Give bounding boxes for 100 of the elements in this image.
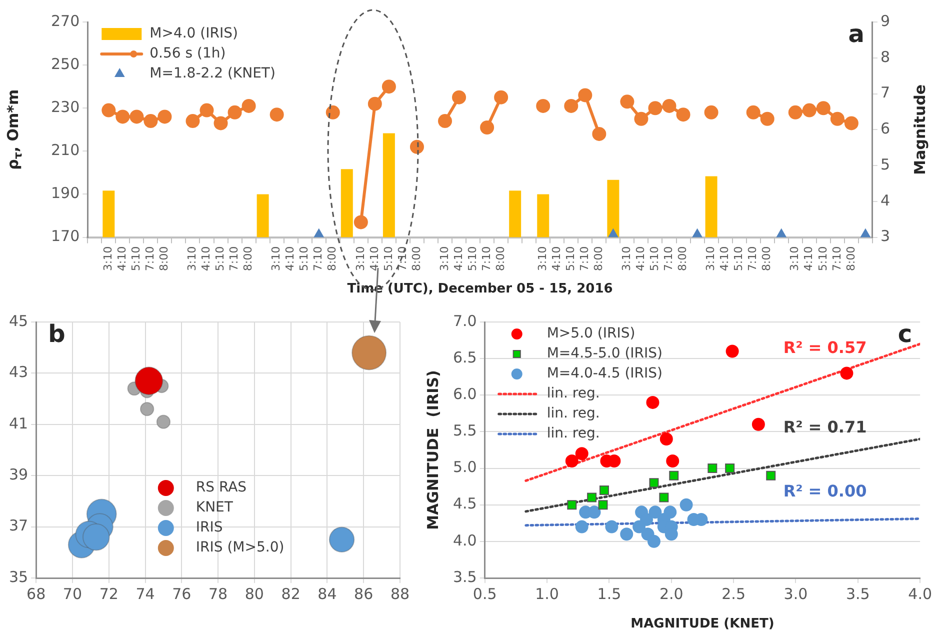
legend-label: M=4.5-5.0 (IRIS) [546,346,662,362]
y2-tick-label: 5 [880,155,890,174]
x-tick-label: 5:10 [648,246,662,271]
y2-tick-label: 8 [880,48,890,66]
x-tick-label: 8:00 [410,246,423,271]
x-tick-label: 68 [26,584,46,603]
y2-tick-label: 9 [880,12,890,30]
x-tick-label: 86 [354,584,374,603]
y-tick-label: 7.0 [452,312,477,330]
x-tick-label: 88 [390,584,410,603]
point [788,105,802,120]
point [565,454,578,468]
y-tick-label: 250 [50,54,80,73]
x-tick-label: 84 [318,584,337,603]
x-tick-label: 3:10 [270,246,283,271]
point [647,534,660,548]
y-tick-label: 170 [50,227,80,246]
point [620,528,634,541]
x-tick-label: 8:00 [676,246,690,271]
point [840,366,854,380]
point [130,110,144,124]
point [598,500,608,510]
x-tick-label: 5:10 [214,246,227,271]
x-tick-label: 8:00 [760,246,774,271]
point [669,470,679,480]
x-tick-label: 5:10 [466,246,479,271]
x-tick-label: 3:10 [788,246,802,271]
x-tick-label: 4:10 [368,246,381,271]
x-tick-label: 4:10 [284,246,297,271]
x-tick-label: 7:10 [662,246,676,271]
y-tick-label: 5.5 [452,422,477,440]
point [480,120,494,134]
y-tick-label: 5.0 [452,458,477,476]
point [666,454,680,468]
x-tick-label: 3:10 [102,246,115,271]
y-tick-label: 43 [8,363,28,382]
y2-axis-title: Magnitude [910,84,929,175]
x-tick-label: 8:00 [592,246,606,271]
x-tick-label: 7:10 [746,246,760,271]
x-tick-label: 7:10 [228,246,241,271]
x-tick-label: 3:10 [186,246,199,271]
point [634,112,648,126]
point [116,110,130,124]
x-tick-label: 0.5 [472,584,497,603]
x-tick-label: 4:10 [802,246,816,271]
y-tick-label: 41 [8,414,28,432]
point [228,105,242,120]
y-tick-label: 190 [50,184,80,202]
x-tick-label: 8:00 [844,246,858,271]
y-tick-label: 35 [8,568,28,586]
y-tick-label: 4.5 [452,494,477,513]
point [599,485,609,495]
point [536,98,550,113]
x-tick-label: 4:10 [116,246,129,271]
x-tick-label: 4:10 [634,246,648,271]
point [382,80,396,94]
point [659,492,669,502]
x-tick-label: 8:00 [326,246,339,271]
point [200,103,214,118]
point [830,112,844,126]
annotation: b [48,320,66,348]
x-tick-label: 4.0 [908,584,932,603]
legend-label: IRIS (M>5.0) [196,540,284,556]
annotation: a [848,20,864,48]
x-tick-label: 5:10 [732,246,746,271]
point [664,506,677,519]
x-tick-label: 7:10 [144,246,157,271]
y-tick-label: 210 [50,141,80,160]
annotation: c [898,320,912,348]
legend-label: IRIS [196,520,223,536]
y-axis-title: MAGNITUDE (IRIS) [424,370,442,530]
x-tick-label: 4:10 [200,246,213,271]
point [368,96,382,111]
legend-label: KNET [196,500,234,516]
point [270,108,284,122]
point [587,492,597,502]
point [564,98,578,113]
point [648,101,662,116]
legend-label: M>4.0 (IRIS) [150,26,238,42]
x-tick-label: 5:10 [130,246,143,271]
annotation: R² = 0.71 [783,418,867,437]
point [708,464,718,474]
x-tick-label: 1.0 [535,584,559,603]
point [354,215,368,230]
annotation: R² = 0.00 [783,481,867,500]
point [726,344,739,358]
x-tick-label: 3.5 [846,584,870,603]
x-tick-label: 7:10 [578,246,592,271]
y-tick-label: 39 [8,465,28,484]
y2-tick-label: 4 [880,191,890,210]
y2-tick-label: 7 [880,84,890,102]
x-tick-label: 3:10 [354,246,367,271]
point [102,103,116,118]
y-tick-label: 4.0 [452,531,477,550]
x-tick-label: 7:10 [480,246,493,271]
y-tick-label: 6.5 [452,348,477,366]
point [575,520,588,534]
point [752,418,765,431]
x-tick-label: 5:10 [816,246,830,271]
x-tick-label: 82 [281,584,300,603]
